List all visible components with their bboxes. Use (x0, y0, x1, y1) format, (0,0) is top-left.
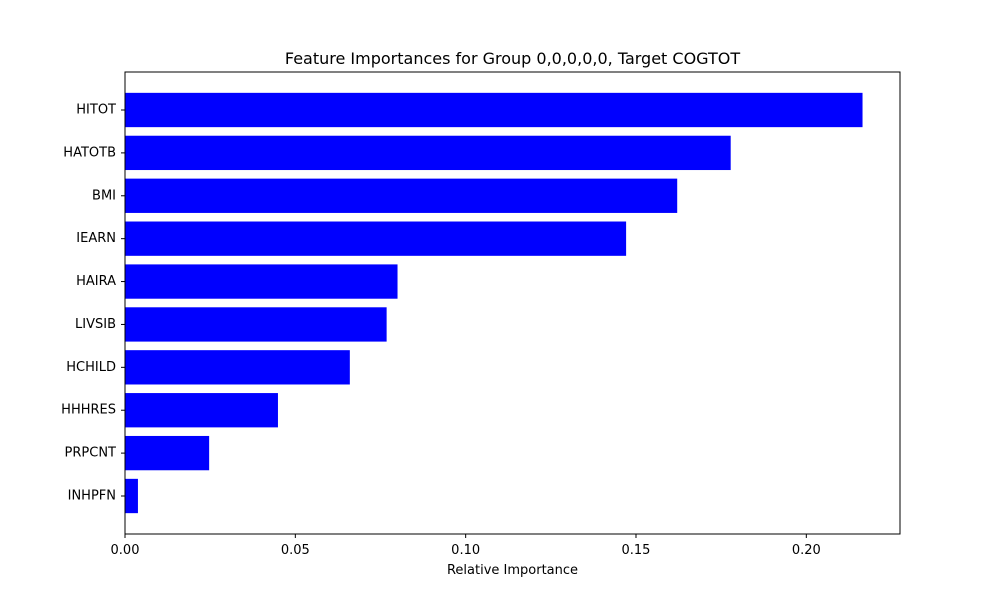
bar-iearn (125, 221, 627, 256)
bar-bmi (125, 178, 678, 213)
y-tick-label: HCHILD (66, 360, 116, 375)
x-tick-label: 0.00 (111, 543, 140, 558)
y-axis-ticks: HITOT HATOTB BMI IEARN HAIRA LIVSIB HCHILD HHHR… (61, 103, 125, 504)
bar-prpcnt (125, 435, 210, 471)
y-tick-label: HHHRES (61, 403, 116, 418)
chart-title: Feature Importances for Group 0,0,0,0,0,… (285, 49, 741, 68)
x-tick-label: 0.15 (622, 543, 651, 558)
x-tick-label: 0.10 (451, 543, 480, 558)
bar-hatotb (125, 135, 731, 171)
bar-livsib (125, 307, 387, 342)
bar-haira (125, 264, 398, 299)
y-tick-label: PRPCNT (65, 446, 117, 461)
bar-hchild (125, 350, 350, 385)
bars-group (125, 92, 863, 514)
y-tick-label: LIVSIB (75, 317, 116, 332)
y-tick-label: HAIRA (76, 274, 116, 289)
y-tick-label: BMI (92, 188, 116, 203)
y-tick-label: IEARN (76, 231, 116, 246)
bar-hitot (125, 92, 863, 128)
x-tick-label: 0.20 (792, 543, 821, 558)
plot-frame (124, 71, 901, 535)
x-axis-ticks: 0.00 0.05 0.10 0.15 0.20 (111, 534, 821, 558)
bar-inhpfn (125, 478, 138, 514)
x-axis-label: Relative Importance (447, 563, 578, 578)
y-tick-label: HATOTB (63, 145, 116, 160)
bar-hhhres (125, 393, 278, 428)
y-tick-label: HITOT (76, 103, 116, 118)
y-tick-label: INHPFN (68, 489, 116, 504)
x-tick-label: 0.05 (281, 543, 310, 558)
